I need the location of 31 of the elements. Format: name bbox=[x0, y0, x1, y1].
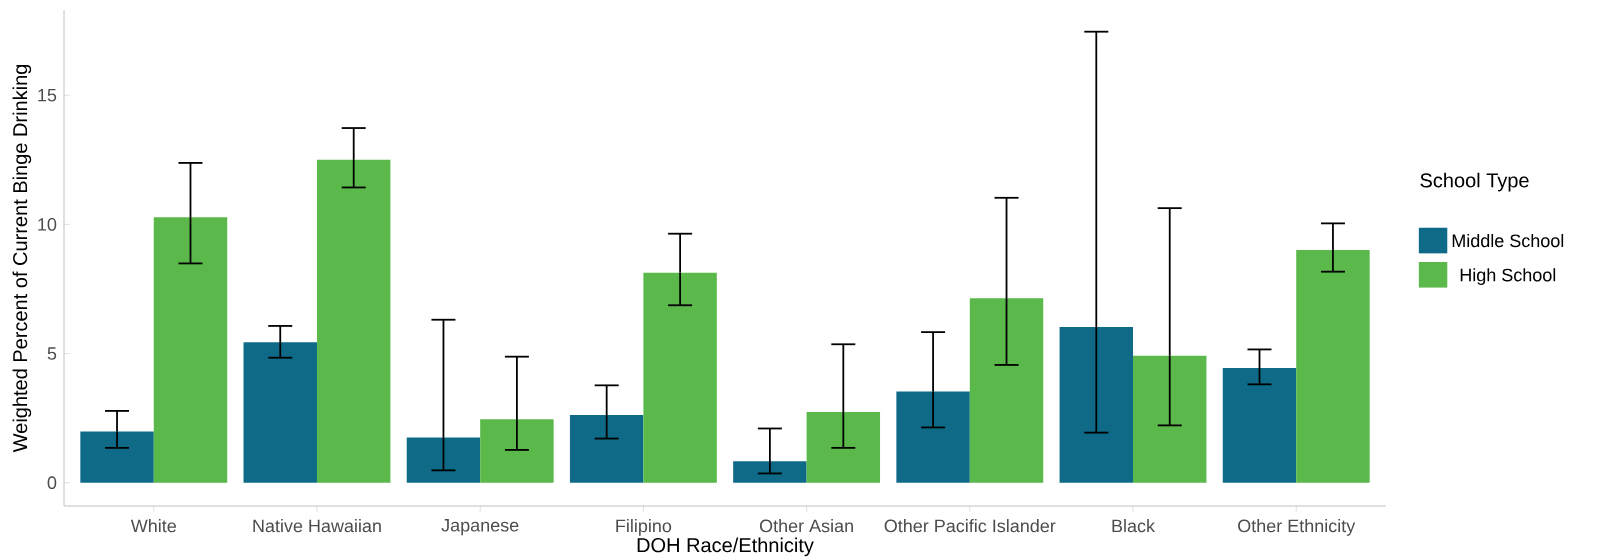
x-tick-label: Filipino bbox=[616, 519, 672, 536]
bar bbox=[569, 415, 644, 483]
legend-label: High School bbox=[1460, 268, 1556, 285]
x-axis-title: DOH Race/Ethnicity bbox=[637, 537, 814, 557]
y-tick-label: 5 bbox=[47, 347, 57, 360]
bar bbox=[80, 431, 154, 483]
x-tick-label: Other Asian bbox=[759, 519, 853, 533]
bar bbox=[316, 159, 391, 483]
x-tick-label: Japanese bbox=[441, 519, 519, 536]
bar bbox=[806, 411, 881, 483]
bar bbox=[243, 342, 317, 483]
bar bbox=[896, 391, 970, 483]
bar bbox=[153, 217, 228, 483]
bar bbox=[480, 419, 554, 483]
y-tick-label: 10 bbox=[38, 218, 57, 231]
bar bbox=[1296, 249, 1370, 483]
legend-title: School Type bbox=[1420, 172, 1529, 192]
y-tick-label: 0 bbox=[47, 476, 57, 490]
y-axis-title: Weighted Percent of Current Binge Drinking bbox=[12, 64, 32, 453]
bar bbox=[733, 461, 807, 483]
bar bbox=[1222, 368, 1297, 483]
x-tick-label: Native Hawaiian bbox=[253, 519, 381, 533]
y-tick-label: 15 bbox=[38, 88, 57, 102]
x-tick-label: Black bbox=[1112, 519, 1156, 533]
bar bbox=[406, 437, 481, 483]
x-tick-label: Other Ethnicity bbox=[1238, 519, 1356, 536]
bar bbox=[643, 272, 717, 483]
bar bbox=[969, 298, 1044, 483]
x-tick-label: White bbox=[130, 519, 176, 533]
legend-label: Middle School bbox=[1452, 233, 1564, 248]
x-tick-label: Other Pacific Islander bbox=[884, 519, 1056, 533]
